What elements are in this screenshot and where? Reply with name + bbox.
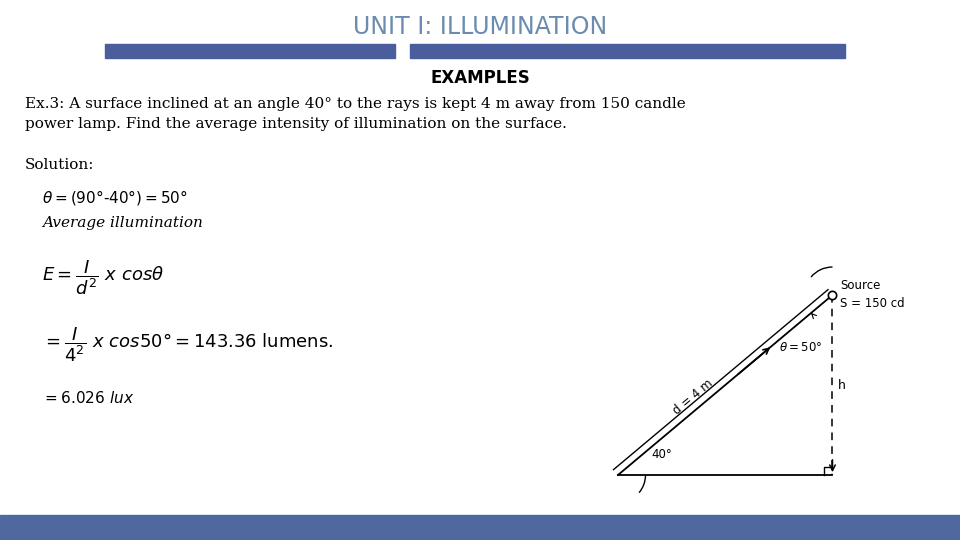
Text: Solution:: Solution: [25, 158, 94, 172]
Text: h: h [837, 379, 846, 392]
Text: 40°: 40° [651, 448, 672, 461]
Text: EXAMPLES: EXAMPLES [430, 69, 530, 87]
Text: $\theta = (90°\text{-}40°) = 50°$: $\theta = (90°\text{-}40°) = 50°$ [42, 188, 188, 207]
Text: $= 6.026\ \mathit{lux}$: $= 6.026\ \mathit{lux}$ [42, 390, 134, 406]
Bar [0, 515, 960, 540]
Bar [410, 44, 845, 58]
Text: $\theta = 50°$: $\theta = 50°$ [780, 341, 823, 354]
Text: Source: Source [841, 279, 881, 292]
Text: $E = \dfrac{I}{d^2}\ x\ cos\theta$: $E = \dfrac{I}{d^2}\ x\ cos\theta$ [42, 258, 164, 297]
Text: UNIT I: ILLUMINATION: UNIT I: ILLUMINATION [353, 15, 607, 39]
Bar [105, 44, 395, 58]
Text: S = 150 cd: S = 150 cd [841, 297, 905, 310]
Text: Ex.3: A surface inclined at an angle 40° to the rays is kept 4 m away from 150 c: Ex.3: A surface inclined at an angle 40°… [25, 97, 685, 111]
Text: power lamp. Find the average intensity of illumination on the surface.: power lamp. Find the average intensity o… [25, 117, 566, 131]
Text: d = 4 m: d = 4 m [670, 376, 715, 417]
Text: Average illumination: Average illumination [42, 216, 203, 230]
Text: $= \dfrac{I}{4^2}\ x\ cos50° = 143.36\ \mathrm{lumens.}$: $= \dfrac{I}{4^2}\ x\ cos50° = 143.36\ \… [42, 325, 333, 364]
